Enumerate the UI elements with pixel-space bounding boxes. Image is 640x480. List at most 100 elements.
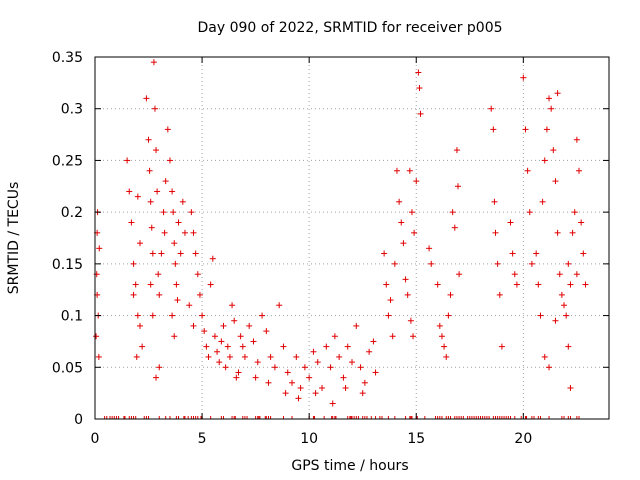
data-point <box>411 229 418 236</box>
data-point <box>271 364 278 371</box>
data-point <box>491 198 498 205</box>
data-point <box>428 260 435 267</box>
data-point <box>134 193 141 200</box>
data-point <box>402 276 409 283</box>
data-point <box>172 260 179 267</box>
data-point <box>265 379 272 386</box>
data-point <box>441 343 448 350</box>
data-point <box>150 59 157 66</box>
data-point <box>156 364 163 371</box>
data-point <box>539 198 546 205</box>
data-point <box>537 312 544 319</box>
data-point <box>573 136 580 143</box>
data-point <box>576 167 583 174</box>
data-point <box>396 198 403 205</box>
y-axis-label: SRMTID / TECUs <box>6 182 22 295</box>
data-point <box>494 260 501 267</box>
data-point <box>145 136 152 143</box>
data-point <box>507 219 514 226</box>
data-point <box>166 157 173 164</box>
data-point <box>451 224 458 231</box>
y-tick-label: 0.2 <box>61 205 83 221</box>
data-point <box>179 198 186 205</box>
data-point <box>389 333 396 340</box>
data-point <box>449 209 456 216</box>
data-point <box>413 178 420 185</box>
data-point <box>143 95 150 102</box>
data-point <box>492 229 499 236</box>
data-point <box>513 281 520 288</box>
data-point <box>205 353 212 360</box>
data-point <box>282 390 289 397</box>
data-point <box>229 302 236 309</box>
data-point <box>543 126 550 133</box>
data-point <box>293 353 300 360</box>
data-point <box>151 105 158 112</box>
data-point <box>541 353 548 360</box>
data-point <box>415 69 422 76</box>
data-point <box>340 374 347 381</box>
data-point <box>226 353 233 360</box>
data-point <box>522 126 529 133</box>
data-point <box>295 395 302 402</box>
x-axis-label: GPS time / hours <box>291 458 408 474</box>
chart-title: Day 090 of 2022, SRMTID for receiver p00… <box>197 20 502 36</box>
data-point <box>196 291 203 298</box>
data-point <box>565 260 572 267</box>
data-point <box>209 255 216 262</box>
data-point <box>578 219 585 226</box>
grid-lines <box>95 57 609 419</box>
data-point <box>456 271 463 278</box>
y-tick-label: 0.35 <box>52 50 83 66</box>
data-point <box>297 384 304 391</box>
data-point <box>289 379 296 386</box>
data-point <box>447 291 454 298</box>
data-point <box>239 343 246 350</box>
data-point <box>147 198 154 205</box>
data-point <box>246 322 253 329</box>
data-point <box>136 322 143 329</box>
data-point <box>132 281 139 288</box>
data-point <box>171 333 178 340</box>
data-point <box>169 188 176 195</box>
y-tick-label: 0.15 <box>52 257 83 273</box>
data-point <box>173 281 180 288</box>
data-point <box>186 302 193 309</box>
data-point <box>154 188 161 195</box>
data-point <box>336 353 343 360</box>
data-point <box>329 400 336 407</box>
data-point <box>233 374 240 381</box>
data-point <box>550 147 557 154</box>
data-point <box>511 271 518 278</box>
data-point <box>174 297 181 304</box>
data-point <box>327 364 334 371</box>
data-point <box>361 379 368 386</box>
data-point <box>453 147 460 154</box>
data-point <box>319 384 326 391</box>
data-point <box>237 333 244 340</box>
data-point <box>342 384 349 391</box>
plot-frame <box>94 56 610 420</box>
data-point <box>580 250 587 257</box>
data-point <box>224 343 231 350</box>
x-tick-label: 10 <box>300 431 318 447</box>
y-tick-label: 0.25 <box>52 153 83 169</box>
y-tick-label: 0.1 <box>61 309 83 325</box>
data-point <box>488 105 495 112</box>
data-point <box>381 250 388 257</box>
data-point <box>353 322 360 329</box>
data-point <box>214 348 221 355</box>
data-point <box>565 343 572 350</box>
data-point <box>284 369 291 376</box>
data-point <box>436 322 443 329</box>
data-point <box>263 328 270 335</box>
data-point <box>254 359 261 366</box>
data-point <box>235 369 242 376</box>
data-point <box>220 322 227 329</box>
data-point <box>344 343 351 350</box>
data-point <box>96 245 103 252</box>
data-point <box>160 209 167 216</box>
data-point <box>569 229 576 236</box>
data-point <box>398 219 405 226</box>
data-point <box>509 250 516 257</box>
